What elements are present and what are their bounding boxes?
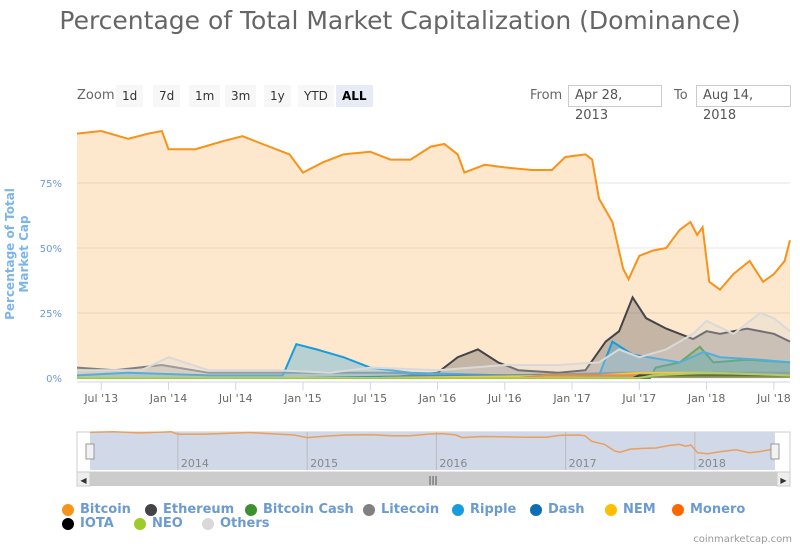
y-tick-label: 50% (40, 244, 62, 255)
legend-marker-icon (145, 503, 157, 516)
legend-label: Monero (690, 502, 746, 517)
legend-marker-icon (363, 503, 375, 516)
legend-marker-icon (62, 503, 74, 516)
zoom-label: Zoom (77, 88, 115, 103)
x-tick-label: Jan '16 (418, 392, 456, 405)
legend-item-others[interactable]: Others (202, 516, 270, 531)
x-tick-label: Jul '17 (621, 392, 656, 405)
scrollbar-grip-icon: ||| (428, 476, 437, 486)
navigator-tick-label: 2014 (181, 457, 209, 470)
to-label: To (674, 88, 688, 103)
legend-label: Bitcoin Cash (263, 502, 354, 517)
navigator-selection (90, 432, 775, 470)
legend-item-dash[interactable]: Dash (530, 502, 585, 517)
legend-label: Bitcoin (80, 502, 131, 517)
navigator-right-handle[interactable] (770, 443, 780, 460)
legend-label: IOTA (80, 516, 114, 531)
zoom-3m-button[interactable]: 3m (225, 85, 257, 107)
scrollbar[interactable] (77, 472, 790, 486)
y-tick-label: 0% (46, 374, 62, 385)
series-area-ripple (77, 341, 790, 378)
legend-item-litecoin[interactable]: Litecoin (363, 502, 439, 517)
series-line-bitcoin (76, 129, 791, 291)
x-tick-label: Jan '17 (552, 392, 590, 405)
x-tick-label: Jan '18 (687, 392, 725, 405)
legend-marker-icon (202, 517, 214, 530)
zoom-1y-button[interactable]: 1y (264, 85, 291, 107)
legend-label: NEM (623, 502, 656, 517)
x-tick-label: Jul '14 (218, 392, 253, 405)
y-tick-label: 75% (40, 179, 62, 190)
zoom-1m-button[interactable]: 1m (189, 85, 221, 107)
legend-marker-icon (62, 517, 74, 530)
series-line-ripple (76, 340, 791, 377)
legend-item-iota[interactable]: IOTA (62, 516, 114, 531)
legend-marker-icon (452, 503, 464, 516)
zoom-1d-button[interactable]: 1d (116, 85, 144, 107)
series-area-nem (77, 372, 790, 378)
arrow-left-icon: ◀ (80, 476, 87, 485)
legend-item-ethereum[interactable]: Ethereum (145, 502, 234, 517)
x-tick-label: Jan '15 (283, 392, 321, 405)
legend-marker-icon (605, 503, 617, 516)
scroll-right-button[interactable] (776, 471, 791, 487)
series-area-others (77, 313, 790, 378)
legend-marker-icon (672, 503, 684, 516)
legend-item-neo[interactable]: NEO (134, 516, 183, 531)
legend-item-nem[interactable]: NEM (605, 502, 656, 517)
legend-label: NEO (152, 516, 183, 531)
series-line-ethereum (77, 295, 791, 379)
legend-label: Ripple (470, 502, 517, 517)
series-line-others (77, 311, 791, 374)
zoom-all-button[interactable]: ALL (336, 85, 373, 107)
legend-label: Dash (548, 502, 585, 517)
zoom-7d-button[interactable]: 7d (153, 85, 181, 107)
x-tick-label: Jul '18 (756, 392, 791, 405)
legend-item-bitcoin[interactable]: Bitcoin (62, 502, 131, 517)
legend-marker-icon (245, 503, 257, 516)
legend-label: Litecoin (381, 502, 440, 517)
credit-link[interactable]: coinmarketcap.com (693, 534, 792, 545)
navigator-tick-label: 2016 (439, 457, 467, 470)
navigator-tick-label: 2015 (310, 457, 338, 470)
navigator-tick-label: 2018 (698, 457, 726, 470)
legend-item-monero[interactable]: Monero (672, 502, 745, 517)
legend-label: Others (220, 516, 270, 531)
x-tick-label: Jul '13 (83, 392, 118, 405)
legend-item-bitcoin-cash[interactable]: Bitcoin Cash (245, 502, 354, 517)
navigator-series-bitcoin (89, 431, 776, 455)
x-tick-label: Jul '16 (487, 392, 522, 405)
scroll-left-button[interactable] (76, 471, 91, 487)
x-tick-label: Jan '14 (149, 392, 187, 405)
series-area-dash (77, 372, 790, 378)
series-line-neo (77, 371, 791, 379)
legend-marker-icon (134, 517, 146, 530)
series-area-ethereum (77, 297, 790, 378)
legend-label: Ethereum (163, 502, 235, 517)
series-area-bitcoin (77, 131, 790, 378)
from-label: From (530, 88, 563, 103)
x-tick-label: Jul '15 (352, 392, 387, 405)
legend-marker-icon (530, 503, 542, 516)
from-date-input[interactable]: Apr 28, 2013 (568, 85, 662, 123)
arrow-right-icon: ▶ (780, 476, 787, 485)
chart-title: Percentage of Total Market Capitalizatio… (59, 6, 741, 35)
y-tick-label: 25% (40, 309, 62, 320)
zoom-ytd-button[interactable]: YTD (298, 85, 334, 107)
legend-item-ripple[interactable]: Ripple (452, 502, 516, 517)
navigator-left-handle[interactable] (85, 443, 95, 460)
to-date-input[interactable]: Aug 14, 2018 (696, 85, 791, 123)
navigator-tick-label: 2017 (569, 457, 597, 470)
